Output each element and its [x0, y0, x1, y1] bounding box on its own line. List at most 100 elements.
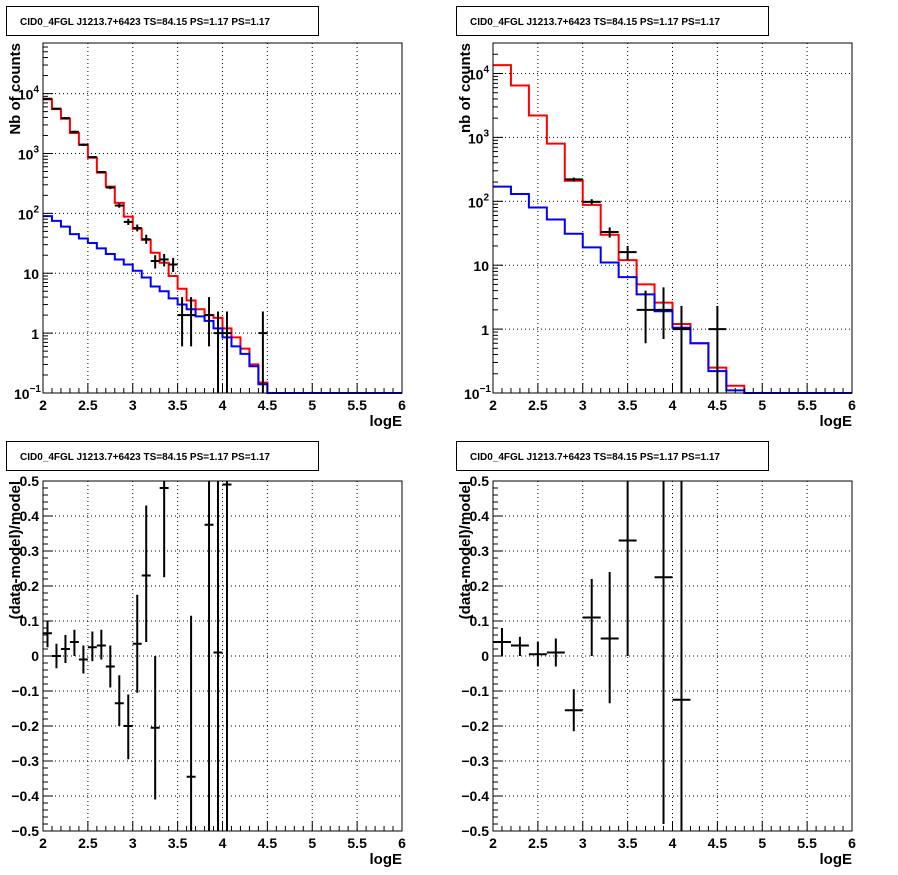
y-tick-label: −0.4: [461, 788, 489, 804]
x-tick-label: 2: [489, 835, 497, 851]
data-point: [186, 297, 196, 347]
data-point: [177, 297, 187, 347]
data-point: [159, 481, 169, 578]
x-tick-label: 3.5: [168, 835, 188, 851]
panel-top-left: CID0_4FGL J1213.7+6423 TS=84.15 PS=1.17 …: [6, 6, 406, 430]
x-tick-label: 4.5: [708, 397, 728, 413]
data-point: [213, 311, 223, 393]
x-tick-label: 5.5: [797, 397, 817, 413]
data-point: [564, 177, 583, 182]
y-tick-label: 0.2: [470, 578, 490, 594]
x-tick-label: 5.5: [797, 835, 817, 851]
panel-bottom-right: CID0_4FGL J1213.7+6423 TS=84.15 PS=1.17 …: [456, 441, 856, 868]
y-tick-label: 1: [481, 322, 489, 338]
x-tick-label: 2.5: [78, 835, 98, 851]
x-tick-label: 4: [669, 835, 677, 851]
data-point: [618, 481, 637, 656]
title-box: [6, 6, 319, 36]
x-tick-label: 5: [308, 397, 316, 413]
data-point: [96, 629, 106, 660]
data-point: [600, 227, 619, 238]
data-point: [546, 638, 565, 667]
x-tick-label: 4.5: [708, 835, 728, 851]
data-point: [582, 579, 601, 656]
y-tick-label: 10−1: [464, 384, 491, 402]
data-point: [213, 481, 223, 831]
x-tick-label: 6: [848, 835, 856, 851]
data-point: [708, 305, 727, 393]
panel-bottom-left: CID0_4FGL J1213.7+6423 TS=84.15 PS=1.17 …: [6, 441, 406, 868]
x-tick-label: 4.5: [258, 835, 278, 851]
y-axis-title: (data-model)/model: [457, 481, 474, 619]
y-tick-label: 0.2: [20, 578, 40, 594]
data-point: [600, 572, 619, 704]
panel-top-right: CID0_4FGL J1213.7+6423 TS=84.15 PS=1.17 …: [456, 6, 856, 430]
y-tick-label: 103: [18, 144, 40, 162]
x-tick-label: 4: [219, 397, 227, 413]
x-tick-label: 4: [669, 397, 677, 413]
x-axis-title: logE: [370, 413, 403, 430]
x-tick-label: 2: [489, 397, 497, 413]
data-point: [168, 257, 178, 272]
x-tick-label: 2.5: [528, 835, 548, 851]
y-tick-label: −0.2: [11, 718, 39, 734]
y-tick-label: −0.3: [461, 753, 489, 769]
x-tick-label: 5.5: [347, 835, 367, 851]
y-tick-label: −0.4: [11, 788, 39, 804]
x-axis-title: logE: [820, 413, 853, 430]
data-point: [51, 107, 61, 110]
y-tick-label: 104: [18, 85, 40, 103]
x-axis-title: logE: [820, 851, 853, 868]
data-point: [43, 621, 52, 648]
x-tick-label: 2: [39, 397, 47, 413]
title-box: [456, 6, 769, 36]
data-point: [186, 615, 196, 831]
y-tick-label: −0.5: [461, 823, 489, 839]
data-point: [150, 656, 160, 800]
data-point: [69, 130, 79, 133]
x-tick-label: 3.5: [618, 397, 638, 413]
data-point: [69, 629, 79, 656]
series-line-background-model: [493, 185, 852, 394]
y-tick-label: 0.5: [470, 473, 490, 489]
plot-title: CID0_4FGL J1213.7+6423 TS=84.15 PS=1.17 …: [456, 441, 769, 471]
plot-title: CID0_4FGL J1213.7+6423 TS=84.15 PS=1.17 …: [456, 6, 769, 36]
data-point: [654, 481, 673, 824]
y-tick-label: 0.3: [470, 543, 490, 559]
data-point: [636, 290, 655, 344]
x-tick-label: 4.5: [258, 397, 278, 413]
x-tick-label: 3: [129, 397, 137, 413]
data-point: [204, 297, 214, 347]
data-point: [582, 199, 601, 205]
y-tick-label: 0.4: [470, 508, 490, 524]
data-point: [87, 631, 97, 662]
y-tick-label: −0.1: [11, 683, 39, 699]
x-tick-label: 3.5: [168, 397, 188, 413]
data-point: [222, 311, 232, 393]
data-point: [60, 635, 70, 663]
data-point: [258, 311, 268, 393]
y-tick-label: 10: [23, 266, 39, 282]
data-point: [159, 253, 169, 267]
data-point: [87, 156, 97, 159]
data-point: [618, 245, 637, 261]
x-tick-label: 5: [758, 835, 766, 851]
x-tick-label: 3.5: [618, 835, 638, 851]
data-point: [123, 218, 133, 225]
data-point: [51, 643, 61, 669]
series-line-background-model: [43, 215, 402, 394]
y-tick-label: 0: [31, 648, 39, 664]
data-point: [150, 255, 160, 269]
title-box: [456, 441, 769, 471]
x-tick-label: 2: [39, 835, 47, 851]
data-point: [654, 287, 673, 339]
data-point: [222, 481, 232, 831]
data-point: [564, 689, 583, 732]
y-tick-label: 0.3: [20, 543, 40, 559]
title-text: CID0_4FGL J1213.7+6423 TS=84.15 PS=1.17 …: [470, 452, 720, 463]
x-tick-label: 2.5: [528, 397, 548, 413]
y-tick-label: −0.3: [11, 753, 39, 769]
y-tick-label: −0.1: [461, 683, 489, 699]
y-axis-title: (data-model)/model: [7, 481, 24, 619]
